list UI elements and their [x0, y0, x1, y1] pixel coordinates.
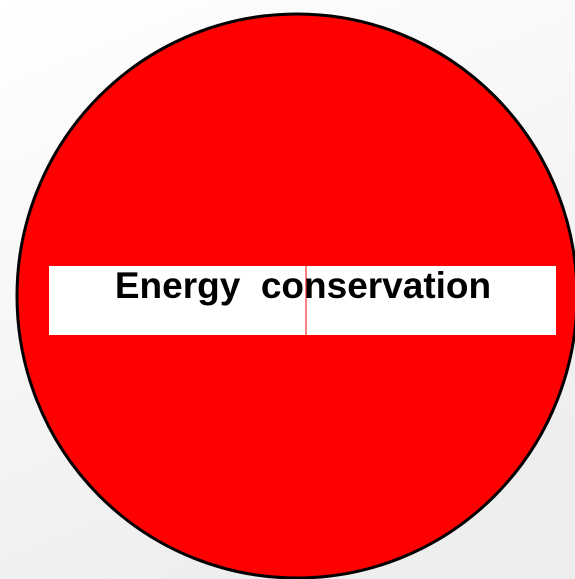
white-bar — [49, 266, 556, 335]
sign-text: Energy conservation — [115, 265, 491, 306]
